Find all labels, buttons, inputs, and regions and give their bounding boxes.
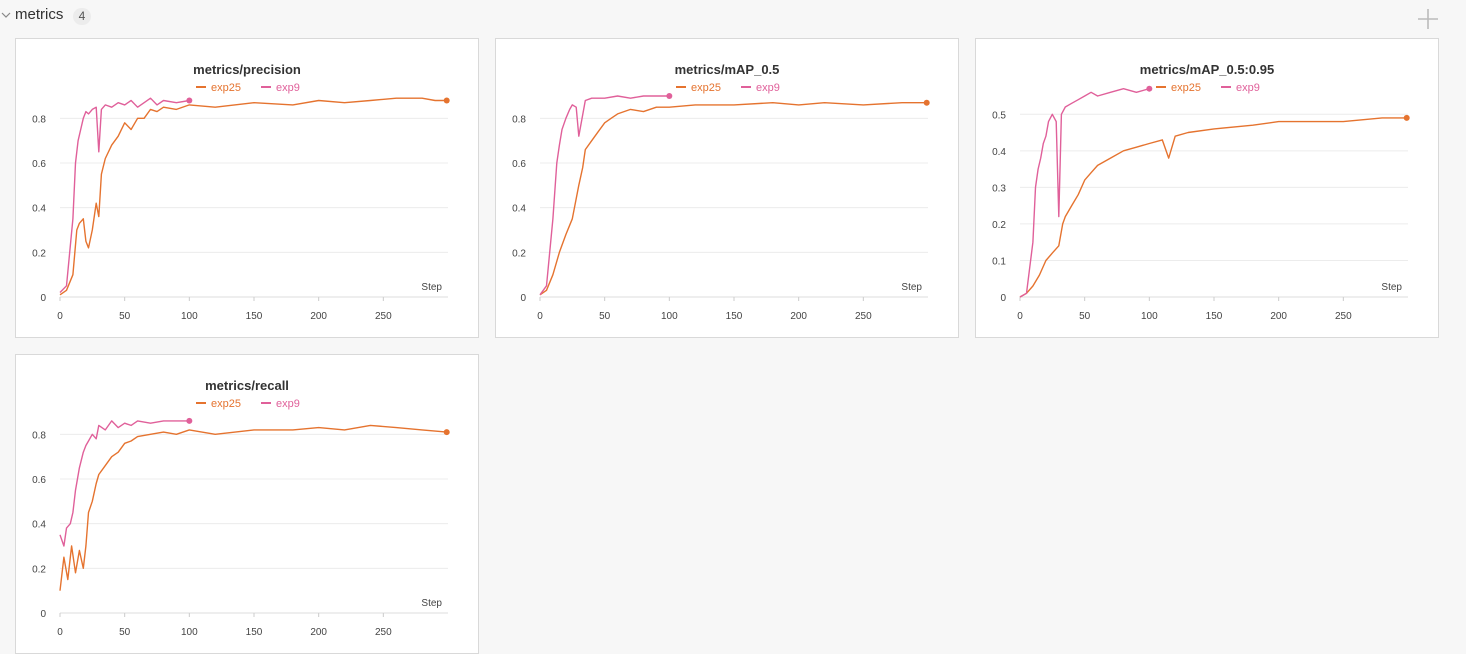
x-tick-label: 100	[181, 627, 198, 638]
line-chart: metrics/mAP_0.5 exp25 exp9 0 0.2 0.4 0.6 0.8 0 50…	[512, 62, 930, 322]
x-tick-label: 150	[1206, 311, 1223, 322]
x-tick-label: 200	[310, 311, 327, 322]
y-tick-label: 0.2	[992, 220, 1006, 231]
legend-label-exp25[interactable]: exp25	[211, 82, 241, 94]
line-chart: metrics/precision exp25 exp9 0 0.2 0.4 0.6 0.8 0…	[32, 62, 450, 322]
legend-label-exp9[interactable]: exp9	[1236, 82, 1260, 94]
y-tick-label: 0.4	[32, 520, 46, 531]
y-tick-label: 0.2	[32, 564, 46, 575]
series-end-point-exp9[interactable]	[186, 97, 193, 104]
x-tick-label: 100	[1141, 311, 1158, 322]
series-line-exp9[interactable]	[1019, 88, 1150, 298]
series-end-point-exp25[interactable]	[923, 99, 930, 106]
legend-label-exp25[interactable]: exp25	[1171, 82, 1201, 94]
y-tick-label: 0.2	[512, 248, 526, 259]
plus-icon[interactable]	[1416, 7, 1440, 31]
y-tick-label: 0.8	[512, 114, 526, 125]
series-end-point-exp25[interactable]	[443, 97, 450, 104]
y-tick-label: 0	[40, 293, 46, 304]
series-end-point-exp9[interactable]	[186, 417, 193, 424]
y-tick-label: 0.4	[512, 204, 526, 215]
series-end-point-exp9[interactable]	[1146, 85, 1153, 92]
section-count-badge: 4	[73, 8, 91, 25]
series-end-point-exp25[interactable]	[443, 429, 450, 436]
x-axis-label: Step	[1381, 282, 1402, 293]
series-line-exp9[interactable]	[59, 420, 190, 547]
y-tick-label: 0.4	[32, 204, 46, 215]
chart-panel-map-0-5[interactable]: metrics/mAP_0.5 exp25 exp9 0 0.2 0.4 0.6 0.8 0 50…	[495, 38, 959, 338]
x-tick-label: 50	[599, 311, 611, 322]
x-tick-label: 50	[1079, 311, 1091, 322]
x-tick-label: 0	[57, 627, 63, 638]
chart-title: metrics/mAP_0.5:0.95	[1140, 62, 1274, 77]
legend-label-exp9[interactable]: exp9	[276, 82, 300, 94]
y-tick-label: 0.8	[32, 430, 46, 441]
x-tick-label: 250	[855, 311, 872, 322]
y-tick-label: 0	[40, 609, 46, 620]
series-line-exp25[interactable]	[59, 97, 447, 296]
x-tick-label: 250	[375, 311, 392, 322]
x-axis-label: Step	[421, 598, 442, 609]
x-tick-label: 0	[537, 311, 543, 322]
y-tick-label: 0.3	[992, 183, 1006, 194]
chart-title: metrics/recall	[205, 378, 289, 393]
x-axis-label: Step	[421, 282, 442, 293]
legend-label-exp9[interactable]: exp9	[756, 82, 780, 94]
y-tick-label: 0	[520, 293, 526, 304]
series-line-exp9[interactable]	[59, 97, 190, 293]
x-tick-label: 200	[790, 311, 807, 322]
y-tick-label: 0.1	[992, 256, 1006, 267]
line-chart: metrics/mAP_0.5:0.95 exp25 exp9 0 0.1 0.2 0.3 0…	[992, 62, 1410, 322]
legend-label-exp9[interactable]: exp9	[276, 398, 300, 410]
x-tick-label: 100	[661, 311, 678, 322]
x-tick-label: 0	[57, 311, 63, 322]
series-line-exp25[interactable]	[1019, 117, 1407, 298]
line-chart: metrics/recall exp25 exp9 0 0.2 0.4 0.6 0.8 0 50 1…	[32, 378, 450, 638]
x-tick-label: 100	[181, 311, 198, 322]
legend-label-exp25[interactable]: exp25	[211, 398, 241, 410]
chevron-down-icon[interactable]	[1, 10, 11, 20]
series-line-exp25[interactable]	[539, 102, 927, 296]
chart-panel-precision[interactable]: metrics/precision exp25 exp9 0 0.2 0.4 0.6 0.8 0…	[15, 38, 479, 338]
x-tick-label: 50	[119, 627, 131, 638]
x-tick-label: 250	[375, 627, 392, 638]
series-line-exp9[interactable]	[539, 95, 670, 296]
chart-panel-recall[interactable]: metrics/recall exp25 exp9 0 0.2 0.4 0.6 0.8 0 50 1…	[15, 354, 479, 654]
x-tick-label: 50	[119, 311, 131, 322]
legend-label-exp25[interactable]: exp25	[691, 82, 721, 94]
series-end-point-exp25[interactable]	[1403, 114, 1410, 121]
y-tick-label: 0.6	[512, 159, 526, 170]
x-tick-label: 150	[246, 627, 263, 638]
chart-panel-map-0-5-0-95[interactable]: metrics/mAP_0.5:0.95 exp25 exp9 0 0.1 0.2 0.3 0…	[975, 38, 1439, 338]
y-tick-label: 0.2	[32, 248, 46, 259]
x-tick-label: 150	[726, 311, 743, 322]
x-tick-label: 200	[310, 627, 327, 638]
chart-title: metrics/precision	[193, 62, 301, 77]
series-end-point-exp9[interactable]	[666, 93, 673, 99]
y-tick-label: 0.6	[32, 475, 46, 486]
x-axis-label: Step	[901, 282, 922, 293]
x-tick-label: 0	[1017, 311, 1023, 322]
y-tick-label: 0	[1000, 293, 1006, 304]
chart-title: metrics/mAP_0.5	[675, 62, 780, 77]
x-tick-label: 200	[1270, 311, 1287, 322]
y-tick-label: 0.5	[992, 110, 1006, 121]
section-header: metrics 4	[0, 4, 1466, 31]
y-tick-label: 0.8	[32, 114, 46, 125]
x-tick-label: 250	[1335, 311, 1352, 322]
series-line-exp25[interactable]	[59, 424, 447, 591]
x-tick-label: 150	[246, 311, 263, 322]
y-tick-label: 0.4	[992, 147, 1006, 158]
y-tick-label: 0.6	[32, 159, 46, 170]
section-title[interactable]: metrics	[15, 6, 64, 23]
